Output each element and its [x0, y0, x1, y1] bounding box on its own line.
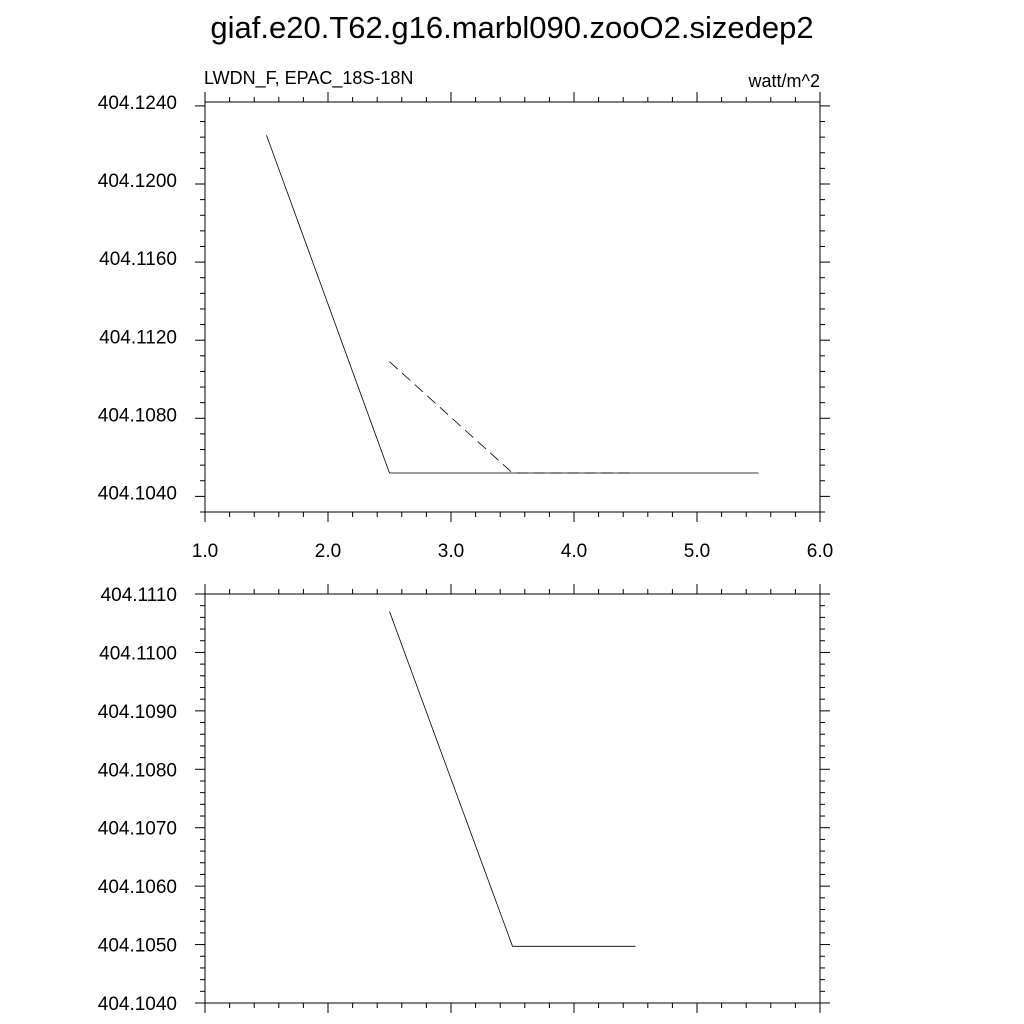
y-tick-label: 404.1070: [98, 819, 177, 840]
x-tick-label: 5.0: [684, 541, 710, 562]
y-tick-label: 404.1050: [98, 936, 177, 957]
top-panel-left-label: LWDN_F, EPAC_18S-18N: [204, 68, 413, 89]
y-tick-label: 404.1100: [99, 643, 177, 664]
top-panel-units-label: watt/m^2: [748, 71, 820, 91]
y-tick-label: 404.1200: [98, 171, 177, 192]
x-tick-label: 4.0: [561, 541, 587, 562]
y-tick-label: 404.1090: [98, 702, 177, 723]
y-tick-label: 404.1040: [98, 994, 177, 1015]
figure-title: giaf.e20.T62.g16.marbl090.zooO2.sizedep2: [210, 10, 813, 45]
y-tick-label: 404.1080: [98, 760, 177, 781]
bottom-panel: 404.1040 404.1050 404.1060 404.1070 404.1080…: [98, 584, 830, 1015]
series-line-1: [389, 611, 636, 947]
y-tick-label: 404.1240: [98, 93, 177, 114]
y-tick-label: 404.1160: [99, 249, 177, 270]
x-tick-label: 3.0: [438, 541, 464, 562]
y-tick-label: 404.1120: [99, 327, 177, 348]
top-panel: LWDN_F, EPAC_18S-18N watt/m^2 1.0 2.0 3.0 4…: [98, 68, 833, 562]
series-line-2: [389, 361, 636, 474]
y-tick-label: 404.1040: [98, 483, 177, 504]
plot-frame: [204, 101, 821, 513]
x-tick-label: 1.0: [192, 541, 218, 562]
x-tick-label: 2.0: [315, 541, 341, 562]
plot-frame: [204, 593, 821, 1004]
y-tick-label: 404.1080: [98, 405, 177, 426]
x-tick-label: 6.0: [807, 541, 833, 562]
y-tick-label: 404.1110: [101, 585, 177, 606]
series-line-1: [266, 135, 759, 474]
y-tick-label: 404.1060: [98, 877, 177, 898]
